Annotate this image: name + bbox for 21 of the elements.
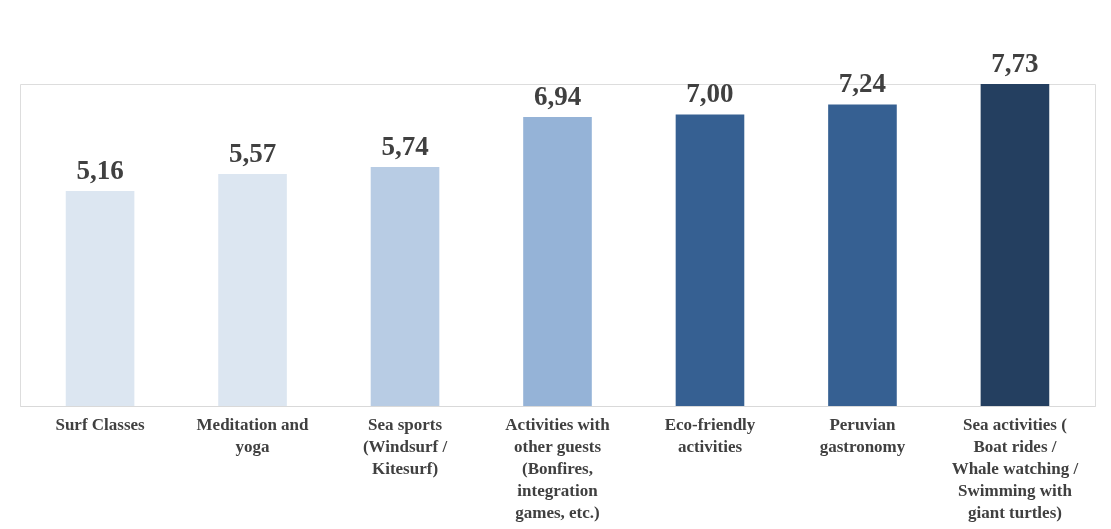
data-label: 7,24 (838, 68, 887, 99)
data-label: 5,57 (228, 137, 277, 168)
bar (980, 84, 1050, 406)
x-tick-label: Peruvian gastronomy (819, 414, 906, 456)
bar (523, 116, 592, 406)
x-tick-label: Activities with other guests (Bonfires, integration games, etc.) (505, 414, 611, 522)
x-tick-label: Eco-friendly activities (664, 414, 756, 456)
x-tick-label: Surf Classes (55, 414, 146, 434)
data-label: 5,16 (76, 155, 124, 186)
bar (65, 191, 135, 406)
x-tick-label: Sea activities ( Boat rides / Whale watching / Swimming with giant turtles) (951, 414, 1079, 522)
x-tick-label: Sea sports (Windsurf / Kitesurf) (362, 414, 448, 478)
x-tick-label: Meditation and yoga (196, 414, 310, 456)
bar (675, 114, 745, 406)
data-label: 5,74 (381, 130, 429, 161)
data-label: 7,00 (686, 78, 734, 109)
bar (370, 166, 440, 406)
data-label: 6,94 (533, 80, 582, 111)
bar (828, 104, 897, 406)
bar (218, 173, 287, 406)
data-label: 7,73 (991, 48, 1039, 78)
